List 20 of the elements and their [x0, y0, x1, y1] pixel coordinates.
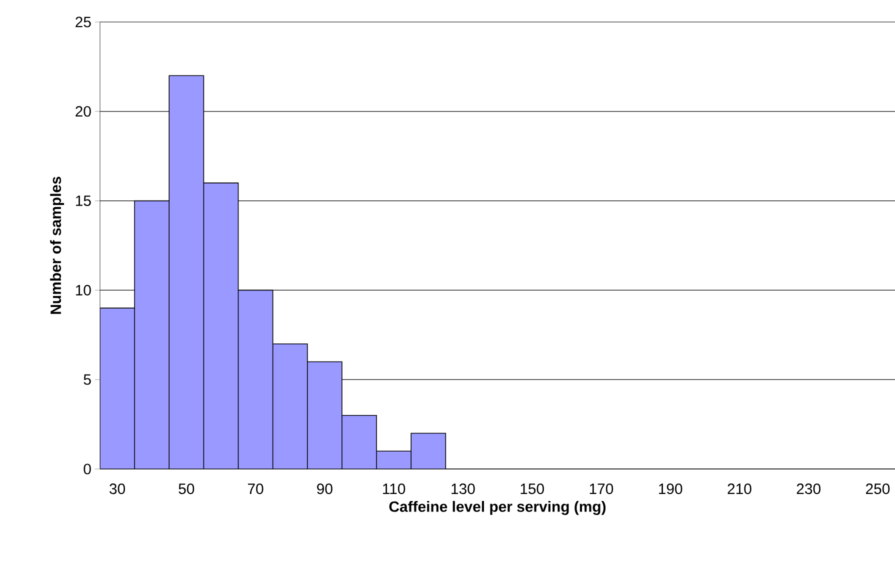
- y-tick-label: 5: [84, 374, 91, 385]
- y-tick-label: 0: [84, 464, 91, 474]
- x-tick-label: 50: [178, 484, 194, 494]
- y-tick-label: 15: [76, 196, 91, 206]
- x-axis-title: Caffeine level per serving (mg): [389, 500, 606, 515]
- x-tick-label: 150: [520, 484, 544, 494]
- x-tick-label: 110: [383, 484, 406, 494]
- x-tick-label: 30: [110, 484, 125, 494]
- x-tick-label: 130: [452, 484, 475, 494]
- x-tick-label: 170: [590, 484, 614, 494]
- x-tick-label: 90: [317, 484, 332, 494]
- x-tick-label: 250: [866, 484, 890, 494]
- y-tick-label: 10: [76, 284, 91, 296]
- x-tick-label: 230: [796, 484, 820, 494]
- x-tick-label: 70: [248, 484, 264, 494]
- x-tick-label: 210: [728, 484, 752, 494]
- y-tick-label: 20: [76, 106, 91, 117]
- y-axis-title: Number of samples: [50, 176, 64, 314]
- y-tick-label: 25: [76, 16, 91, 28]
- x-tick-label: 190: [659, 484, 682, 494]
